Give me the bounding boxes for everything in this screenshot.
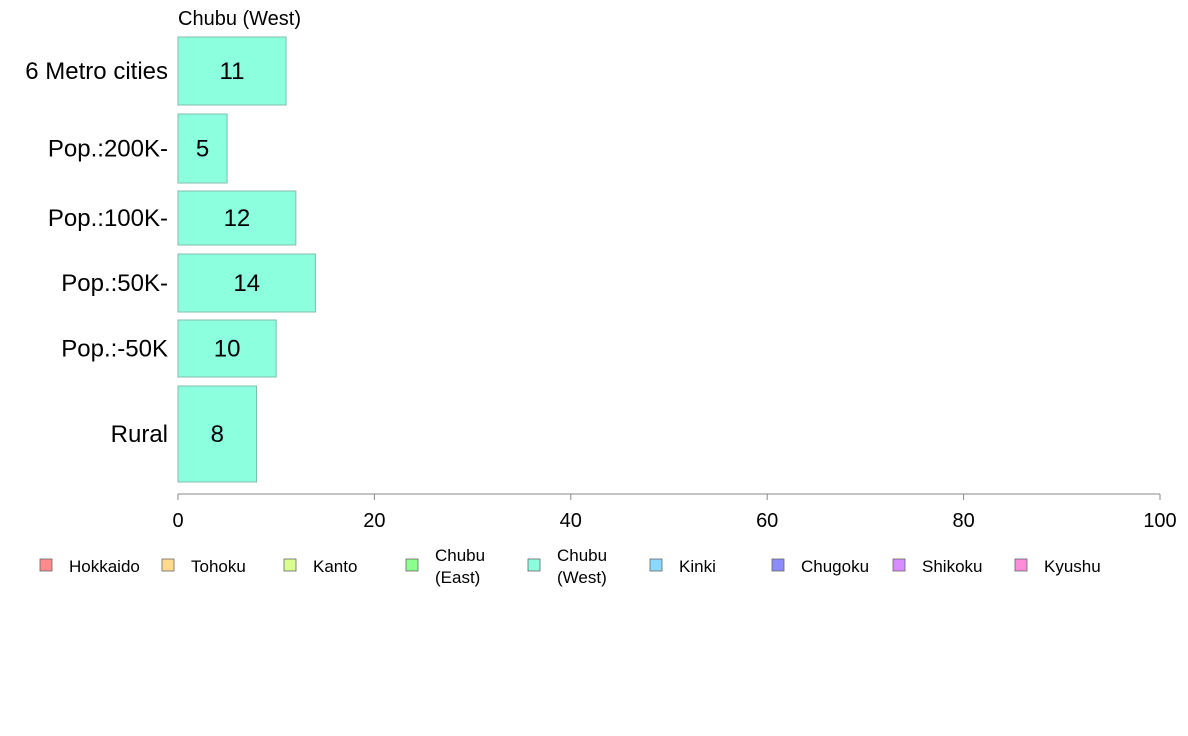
legend-swatch	[39, 558, 53, 572]
x-tick-label: 60	[756, 510, 778, 532]
legend-item: Chubu (East)	[405, 546, 485, 587]
legend-label: Kinki	[679, 557, 716, 576]
bar	[177, 385, 258, 483]
x-axis: 0 20 40 60 80 100	[172, 493, 1177, 532]
bar	[177, 190, 297, 246]
data-label: 10	[214, 336, 241, 363]
legend-swatch	[771, 558, 785, 572]
legend-label: Chugoku	[801, 557, 869, 576]
legend-label: (West)	[557, 568, 607, 587]
legend-item: Tohoku	[161, 557, 246, 576]
legend-label: Kanto	[313, 557, 357, 576]
legend-item: Shikoku	[892, 557, 982, 576]
legend-label: Chubu	[557, 546, 607, 565]
data-label: 11	[220, 58, 245, 85]
legend-swatch	[161, 558, 175, 572]
panel-title: Chubu (West)	[178, 8, 301, 30]
legend: Hokkaido Tohoku Kanto Chubu (East) Chubu (West…	[39, 546, 1101, 587]
category-label: Pop.:-50K	[61, 336, 168, 363]
x-tick-label: 80	[952, 510, 974, 532]
x-tick-label: 40	[560, 510, 582, 532]
category-label: Rural	[111, 421, 168, 448]
x-tick-label: 0	[172, 510, 183, 532]
legend-swatch	[283, 558, 297, 572]
category-label: Pop.:100K-	[48, 205, 168, 232]
bar	[177, 36, 287, 106]
category-label: Pop.:200K-	[48, 136, 168, 163]
category-label: 6 Metro cities	[25, 58, 168, 85]
legend-item: Hokkaido	[39, 557, 140, 576]
data-label: 12	[224, 205, 251, 232]
legend-swatch	[892, 558, 906, 572]
x-tick-label: 100	[1143, 510, 1176, 532]
legend-item: Kyushu	[1014, 557, 1101, 576]
data-label: 5	[196, 136, 209, 163]
bar	[177, 253, 316, 313]
legend-label: (East)	[435, 568, 480, 587]
legend-swatch	[405, 558, 419, 572]
legend-swatch	[1014, 558, 1028, 572]
legend-label: Tohoku	[191, 557, 246, 576]
bar	[177, 113, 228, 184]
legend-item: Kinki	[649, 557, 716, 576]
legend-item: Chubu (West)	[527, 546, 607, 587]
legend-label: Chubu	[435, 546, 485, 565]
data-label: 14	[233, 270, 260, 297]
data-label: 8	[211, 421, 224, 448]
legend-label: Shikoku	[922, 557, 982, 576]
legend-swatch	[527, 558, 541, 572]
legend-swatch	[649, 558, 663, 572]
bar	[177, 319, 277, 378]
legend-item: Chugoku	[771, 557, 869, 576]
legend-label: Kyushu	[1044, 557, 1101, 576]
x-tick-label: 20	[363, 510, 385, 532]
legend-label: Hokkaido	[69, 557, 140, 576]
category-label: Pop.:50K-	[61, 270, 168, 297]
legend-item: Kanto	[283, 557, 357, 576]
bars-group: 6 Metro cities 11 Pop.:200K- 5 Pop.:100K- 12 P…	[25, 36, 316, 483]
